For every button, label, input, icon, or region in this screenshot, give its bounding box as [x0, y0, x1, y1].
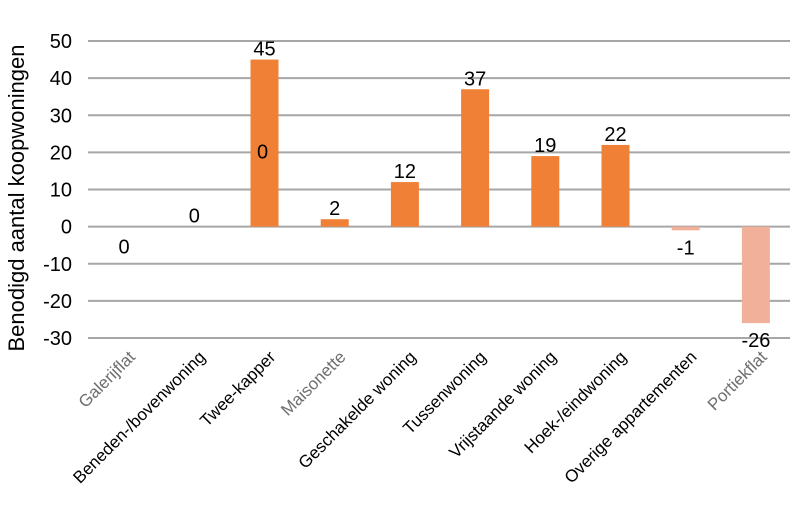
bar [601, 144, 630, 227]
y-tick-label: 40 [50, 68, 72, 90]
x-tick-label: Geschakelde woning [295, 347, 420, 472]
x-tick-label: Maisonette [277, 347, 349, 419]
y-tick-label: 50 [50, 31, 72, 53]
y-axis-ticks: 50 40 30 20 10 0 -10 -20 -30 [43, 31, 72, 350]
y-tick-label: -30 [43, 328, 72, 350]
x-tick-label: Galerijflat [75, 347, 139, 411]
y-tick-label: 30 [50, 105, 72, 127]
data-labels: 0 0 45 2 12 37 19 22 -1 -26 0 [119, 39, 771, 353]
y-tick-label: -10 [43, 254, 72, 276]
extra-data-label: 0 [257, 141, 268, 163]
data-label: -26 [741, 330, 770, 352]
bar [320, 219, 349, 227]
y-tick-label: -20 [43, 291, 72, 313]
y-axis-label: Benodigd aantal koopwoningen [4, 44, 29, 351]
data-label: 22 [604, 124, 626, 146]
x-tick-label: Portiekflat [704, 347, 771, 414]
x-tick-label: Twee-kapper [196, 347, 279, 430]
data-label: 45 [253, 39, 275, 61]
x-tick-label: Overige appartementen [561, 347, 701, 487]
bar [250, 59, 279, 227]
data-label: 19 [534, 135, 556, 157]
bar [671, 226, 700, 231]
y-tick-label: 20 [50, 142, 72, 164]
data-label: 0 [119, 237, 130, 259]
data-label: 2 [329, 198, 340, 220]
bar [461, 89, 490, 227]
data-label: 0 [189, 206, 200, 228]
bars [250, 59, 770, 324]
data-label: 12 [394, 161, 416, 183]
y-tick-label: 10 [50, 180, 72, 202]
y-tick-label: 0 [61, 217, 72, 239]
bar [390, 182, 419, 227]
data-label: -1 [677, 237, 695, 259]
gridlines [88, 40, 790, 339]
bar [531, 156, 560, 227]
bar [741, 226, 770, 324]
data-label: 37 [464, 68, 486, 90]
x-tick-label: Beneden-/bovenwoning [69, 347, 209, 487]
x-axis-ticks: GalerijflatBeneden-/bovenwoningTwee-kapp… [69, 347, 771, 487]
